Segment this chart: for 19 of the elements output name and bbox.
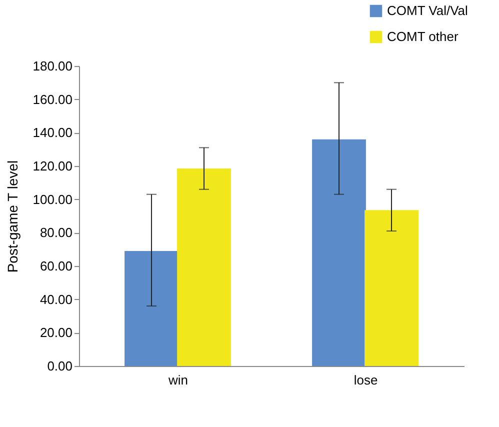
x-tick-label: lose xyxy=(354,372,378,388)
bar xyxy=(364,210,418,366)
bar xyxy=(177,168,231,366)
y-tick-label: 180.00 xyxy=(32,58,72,74)
y-tick-label: 40.00 xyxy=(40,292,72,307)
y-tick-label: 140.00 xyxy=(32,125,72,140)
y-tick-label: 160.00 xyxy=(32,92,72,107)
y-tick-label: 60.00 xyxy=(40,258,72,274)
y-tick-label: 100.00 xyxy=(32,192,72,207)
y-tick-label: 20.00 xyxy=(40,325,72,340)
legend-label: COMT Val/Val xyxy=(387,3,468,18)
y-tick-label: 120.00 xyxy=(32,158,72,174)
legend-label: COMT other xyxy=(387,29,459,44)
x-tick-label: win xyxy=(167,372,188,388)
y-tick-label: 0.00 xyxy=(47,358,72,374)
bar xyxy=(312,139,366,366)
bar xyxy=(124,251,178,366)
y-axis-title: Post-game T level xyxy=(4,160,21,273)
y-tick-label: 80.00 xyxy=(40,225,72,240)
